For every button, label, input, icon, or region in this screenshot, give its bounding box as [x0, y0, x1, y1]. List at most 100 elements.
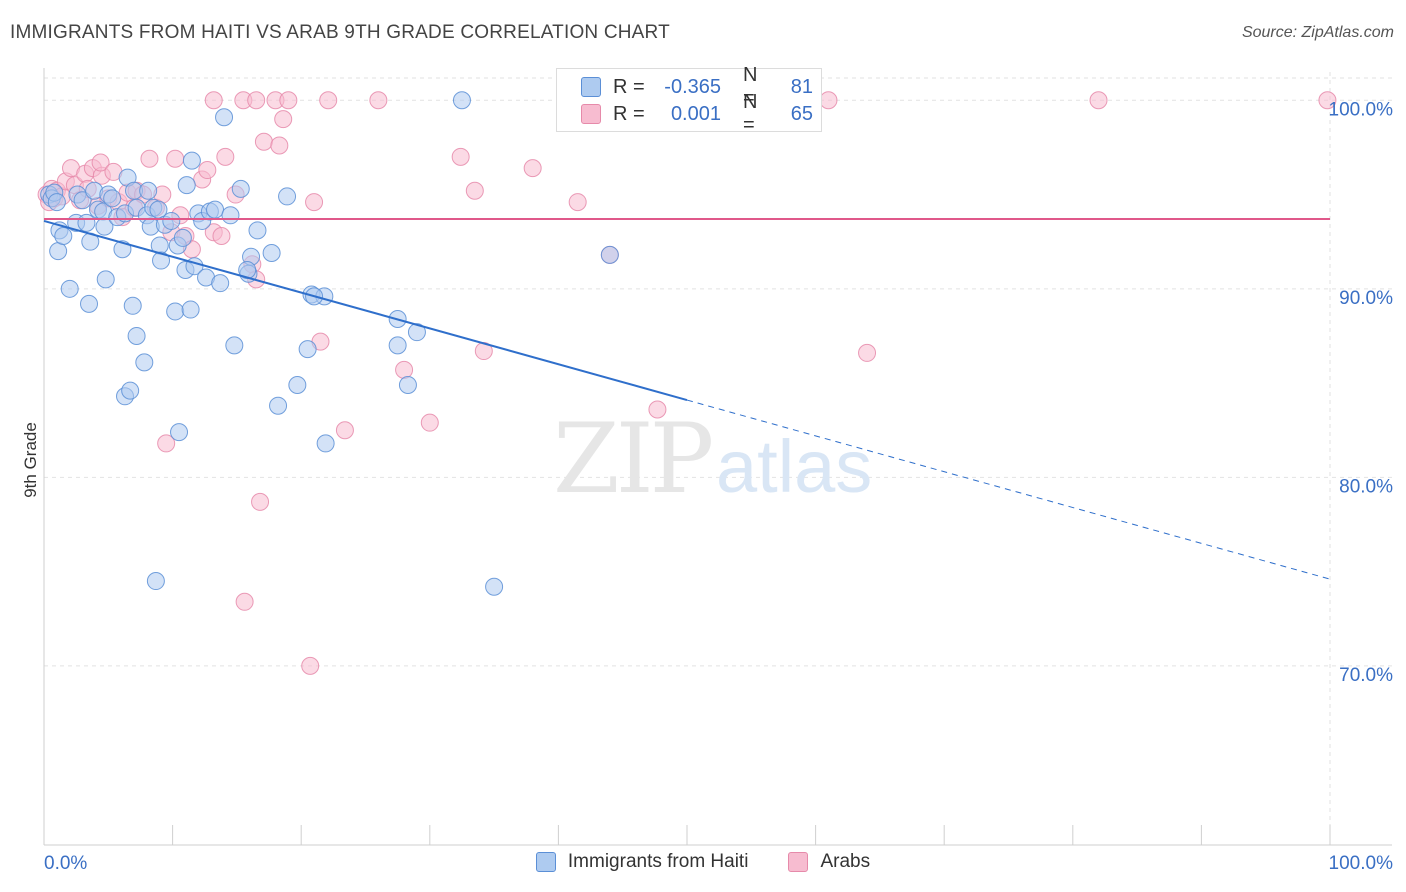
y-tick-label: 70.0% [1339, 665, 1393, 686]
arab-point [216, 147, 235, 166]
watermark: ZIP atlas [553, 403, 872, 515]
source-label: Source: ZipAtlas.com [1241, 24, 1394, 41]
trend-layer [43, 218, 1331, 580]
haiti-point [298, 340, 317, 359]
haiti-point [127, 326, 146, 345]
legend-label-haiti: Immigrants from Haiti [567, 851, 749, 872]
haiti-point [96, 270, 115, 289]
arab-point [251, 492, 270, 511]
arab-point [523, 159, 542, 178]
arab-point [1318, 91, 1337, 110]
arab-point [319, 91, 338, 110]
arab-point [212, 227, 231, 246]
arab-point [568, 193, 587, 212]
haiti-point [60, 279, 79, 298]
haiti-point [135, 353, 154, 372]
arabs-swatch [581, 104, 601, 124]
n-label: N = [743, 91, 758, 136]
haiti-point [211, 274, 230, 293]
haiti-point [166, 302, 185, 321]
haiti-legend-swatch [535, 852, 556, 872]
haiti-point [170, 423, 189, 442]
r-label: R = [613, 102, 645, 125]
arab-point [1089, 91, 1108, 110]
arabs-legend-swatch [788, 852, 809, 872]
haiti-point [278, 187, 297, 206]
haiti-point [177, 176, 196, 195]
arab-point [465, 181, 484, 200]
arab-point [279, 91, 298, 110]
chart-title: IMMIGRANTS FROM HAITI VS ARAB 9TH GRADE … [10, 22, 670, 43]
arab-point [91, 153, 110, 172]
arab-point [254, 132, 273, 151]
r-value: -0.365 [664, 75, 721, 98]
arab-point [819, 91, 838, 110]
haiti-point [248, 221, 267, 240]
arab-point [198, 161, 217, 180]
haiti-point [221, 206, 240, 225]
haiti-point [152, 251, 171, 270]
haiti-swatch [581, 77, 601, 97]
haiti-trend-extension [686, 399, 1331, 580]
haiti-point [600, 245, 619, 264]
haiti-point [316, 434, 335, 453]
arab-point [270, 136, 289, 155]
arab-point [140, 149, 159, 168]
r-value: 0.001 [670, 102, 721, 125]
stats-legend-row-arabs: R = 0.001 N = 65 [581, 91, 813, 136]
points-layer [37, 91, 1337, 675]
arab-point [335, 421, 354, 440]
haiti-point [262, 243, 281, 262]
haiti-point [182, 151, 201, 170]
r-label: R = [613, 75, 645, 98]
n-value: 65 [790, 102, 813, 125]
haiti-point [139, 181, 158, 200]
haiti-point [146, 572, 165, 591]
n-label: N = [743, 64, 758, 109]
haiti-point [121, 381, 140, 400]
arab-point [395, 360, 414, 379]
haiti-point [103, 189, 122, 208]
haiti-point [54, 227, 73, 246]
haiti-point [485, 577, 504, 596]
legend-item-arabs: Arabs [788, 851, 870, 873]
arab-point [301, 656, 320, 675]
haiti-point [181, 300, 200, 319]
arab-point [166, 149, 185, 168]
arab-point [369, 91, 388, 110]
haiti-point [269, 396, 288, 415]
stats-legend: R = -0.365 N = 81 R = 0.001 N = 65 [556, 64, 822, 136]
haiti-point [225, 336, 244, 355]
x-tick-label: 0.0% [44, 853, 87, 874]
haiti-point [398, 375, 417, 394]
y-axis-label: 9th Grade [21, 422, 40, 498]
haiti-point [162, 211, 181, 230]
arab-point [648, 400, 667, 419]
haiti-point [388, 336, 407, 355]
watermark-zip: ZIP [553, 403, 712, 515]
arab-point [858, 343, 877, 362]
haiti-point [407, 323, 426, 342]
haiti-point [215, 108, 234, 127]
tick-label-layer: 100.0% 90.0% 80.0% 70.0% 9th Grade 0.0% 100.0% [21, 99, 1393, 874]
arab-point [420, 413, 439, 432]
arab-point [247, 91, 266, 110]
haiti-point [80, 294, 99, 313]
n-value: 81 [790, 75, 813, 98]
arab-point [274, 110, 293, 129]
haiti-point [123, 296, 142, 315]
arab-point [157, 434, 176, 453]
stats-legend-row-haiti: R = -0.365 N = 81 [581, 64, 813, 109]
haiti-point [77, 213, 96, 232]
y-tick-label: 90.0% [1339, 288, 1393, 309]
arab-point [451, 147, 470, 166]
haiti-point [452, 91, 471, 110]
arab-point [305, 193, 324, 212]
watermark-atlas: atlas [716, 425, 872, 508]
y-tick-label: 80.0% [1339, 476, 1393, 497]
x-tick-label: 100.0% [1329, 853, 1394, 874]
series-legend: Immigrants from Haiti Arabs [0, 851, 1406, 873]
y-tick-label: 100.0% [1329, 99, 1394, 120]
haiti-point [173, 228, 192, 247]
